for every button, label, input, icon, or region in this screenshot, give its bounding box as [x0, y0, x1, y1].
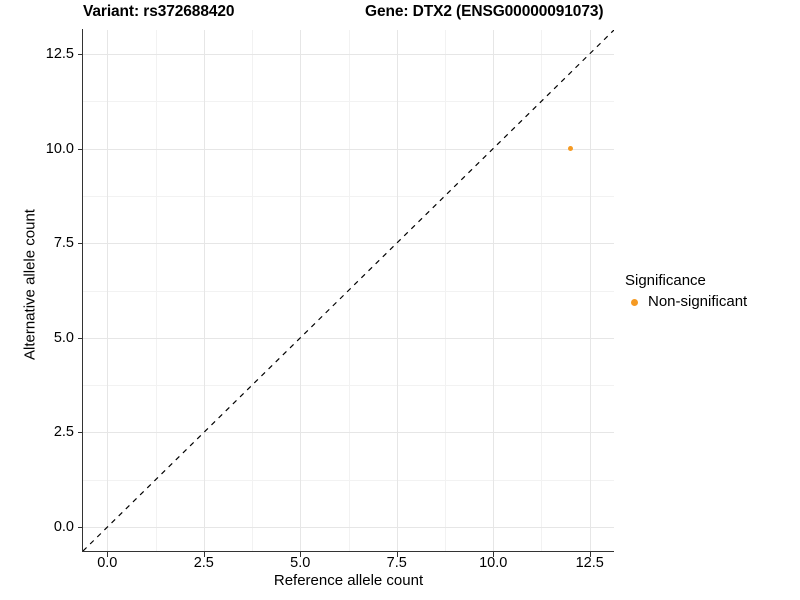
- gridline-major-vertical: [107, 30, 109, 551]
- x-axis-tick-mark: [203, 552, 205, 557]
- x-axis-tick-label: 0.0: [97, 555, 118, 571]
- x-axis-tick-labels: 0.0 2.5 5.0 7.5 10.0 12.5: [0, 556, 800, 578]
- data-point[interactable]: [567, 145, 574, 152]
- gridline-major-horizontal: [83, 432, 614, 434]
- x-axis-tick-mark: [107, 552, 109, 557]
- gridline-major-vertical: [300, 30, 302, 551]
- y-axis-tick-mark: [78, 148, 83, 150]
- gridline-minor-vertical: [541, 30, 543, 551]
- x-axis-tick-label: 10.0: [479, 555, 508, 571]
- y-axis-line: [82, 29, 84, 552]
- plot-title: Variant: rs372688420 Gene: DTX2 (ENSG000…: [83, 3, 693, 25]
- legend: Significance Non-significant: [625, 272, 795, 312]
- y-axis-tick-label: 2.5: [53, 424, 74, 441]
- title-gene: Gene: DTX2 (ENSG00000091073): [365, 3, 604, 20]
- gridline-major-vertical: [203, 30, 205, 551]
- x-axis-tick-mark: [396, 552, 398, 557]
- title-variant: Variant: rs372688420: [83, 3, 235, 20]
- legend-entries: Non-significant: [625, 292, 795, 312]
- legend-dot-icon: [625, 293, 643, 311]
- y-axis-title: Alternative allele count: [21, 209, 39, 360]
- gridline-minor-horizontal: [83, 101, 614, 103]
- gridline-major-horizontal: [83, 337, 614, 339]
- gridline-minor-vertical: [444, 30, 446, 551]
- y-axis-tick-label: 12.5: [45, 45, 74, 62]
- y-axis-tick-label: 10.0: [45, 140, 74, 157]
- gridline-major-vertical: [493, 30, 495, 551]
- legend-item-label: Non-significant: [648, 293, 748, 310]
- x-axis-tick-label: 2.5: [193, 555, 214, 571]
- gridline-major-horizontal: [83, 527, 614, 529]
- y-axis-tick-labels: 0.0 2.5 5.0 7.5 10.0 12.5: [28, 0, 74, 600]
- gridline-major-horizontal: [83, 148, 614, 150]
- x-axis-tick-mark: [493, 552, 495, 557]
- y-axis-tick-mark: [78, 53, 83, 55]
- y-axis-tick-mark: [78, 337, 83, 339]
- gridline-major-vertical: [589, 30, 591, 551]
- gridline-minor-horizontal: [83, 195, 614, 197]
- y-axis-tick-mark: [78, 243, 83, 245]
- y-axis-tick-label: 5.0: [53, 329, 74, 346]
- gridline-major-horizontal: [83, 243, 614, 245]
- y-axis-tick-mark: [78, 527, 83, 529]
- y-axis-tick-mark: [78, 432, 83, 434]
- gridline-major-horizontal: [83, 53, 614, 55]
- gridline-minor-vertical: [348, 30, 350, 551]
- legend-item[interactable]: Non-significant: [625, 292, 795, 312]
- x-axis-tick-label: 5.0: [290, 555, 311, 571]
- x-axis-title: Reference allele count: [273, 572, 424, 589]
- legend-swatch: [630, 298, 638, 306]
- x-axis-tick-mark: [300, 552, 302, 557]
- plot-panel: [83, 30, 614, 551]
- y-axis-tick-label: 0.0: [53, 519, 74, 536]
- gridline-major-vertical: [396, 30, 398, 551]
- x-axis-tick-mark: [589, 552, 591, 557]
- x-axis-line: [82, 551, 614, 553]
- x-axis-tick-label: 7.5: [386, 555, 407, 571]
- legend-title: Significance: [625, 272, 706, 289]
- x-axis-tick-label: 12.5: [575, 555, 604, 571]
- y-axis-tick-label: 7.5: [53, 235, 74, 252]
